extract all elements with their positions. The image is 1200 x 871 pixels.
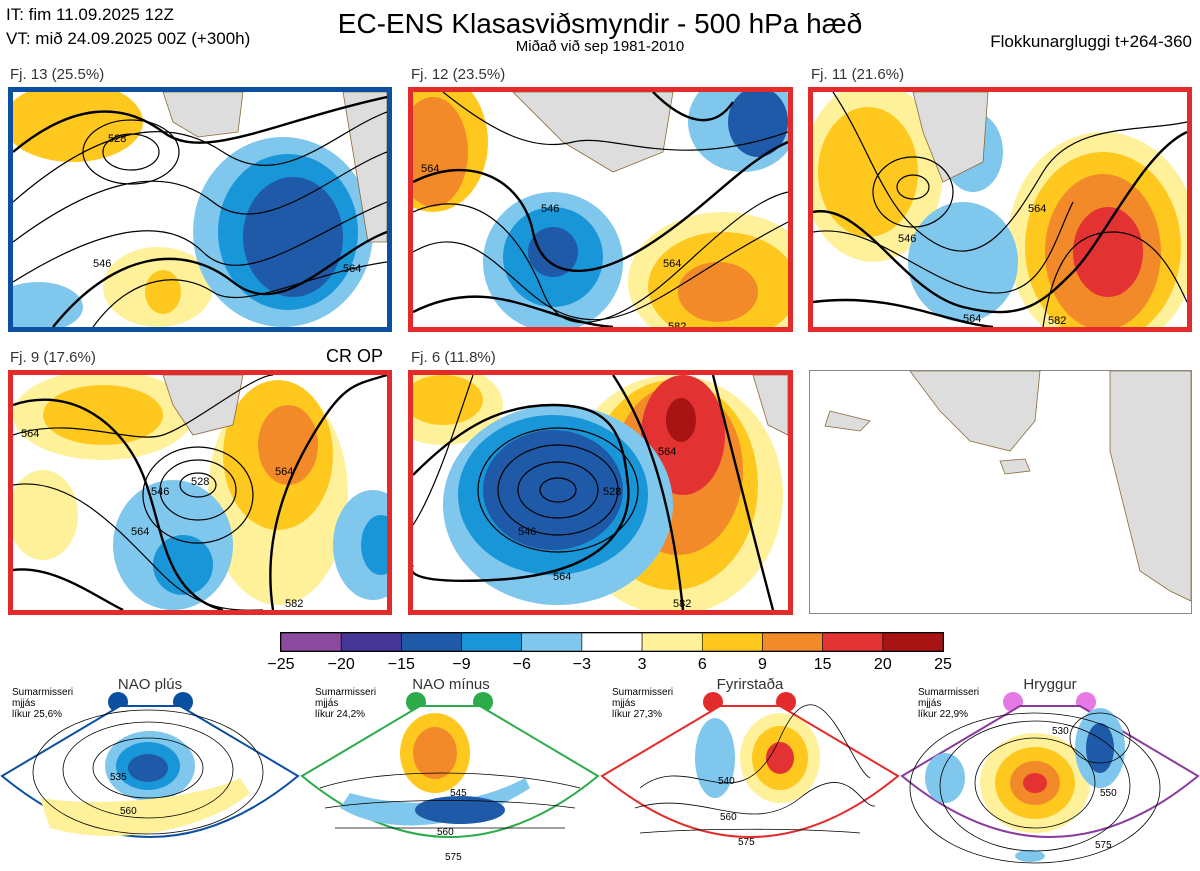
colorbar-tick-label: −6 (512, 656, 531, 673)
colorbar-tick-label: −25 (267, 656, 295, 673)
colorbar (280, 632, 944, 652)
contour-label: 564 (963, 313, 981, 325)
valid-time: VT: mið 24.09.2025 00Z (+300h) (6, 29, 251, 48)
colorbar-tick-label: −20 (327, 656, 355, 673)
contour-label: 582 (285, 598, 303, 610)
contour-label: 540 (718, 776, 735, 787)
contour-label: 560 (437, 827, 454, 838)
colorbar-tick-label: 6 (697, 656, 707, 673)
colorbar-segment (701, 632, 763, 652)
regime-row: Sumarmisseri mjjás líkur 25,6% NAO plús 53… (0, 674, 1200, 871)
contour-label: 575 (445, 852, 462, 863)
regime-map-nao-minus: 545 560 575 (300, 692, 600, 863)
contour-label: 564 (1028, 203, 1046, 215)
contour-label: 546 (898, 233, 916, 245)
colorbar-tick-label: 15 (813, 656, 832, 673)
panel-label: Fj. 11 (21.6%) (811, 66, 905, 83)
contour-label: 530 (1052, 726, 1069, 737)
colorbar-segment (882, 632, 944, 652)
coastline-map (809, 370, 1192, 614)
colorbar-segment (822, 632, 884, 652)
colorbar-segment (762, 632, 823, 652)
cluster-map-12: 546 564 564 582 (408, 87, 793, 332)
panel-label: Fj. 13 (25.5%) (10, 66, 105, 83)
colorbar-segment (340, 632, 402, 652)
contour-label: 564 (663, 258, 681, 270)
cluster-map-13: 528 546 564 (8, 87, 392, 332)
contour-label: 582 (673, 598, 691, 610)
regime-info: Sumarmisseri mjjás líkur 22,9% (918, 687, 980, 720)
colorbar-segment (461, 632, 523, 652)
colorbar-tick-label: 3 (637, 656, 647, 673)
contour-label: 546 (151, 486, 169, 498)
regime-name: Hryggur (1023, 676, 1077, 693)
contour-label: 560 (120, 806, 137, 817)
contour-label: 546 (93, 258, 111, 270)
contour-label: 545 (450, 788, 467, 799)
regime-map-blocking: 540 560 575 (600, 692, 900, 848)
contour-label: 564 (343, 263, 361, 275)
contour-label: 528 (603, 486, 621, 498)
regime-name: Fyrirstaða (716, 676, 784, 693)
init-time: IT: fim 11.09.2025 12Z (6, 5, 174, 24)
contour-label: 582 (668, 321, 686, 327)
panel-label: Fj. 12 (23.5%) (411, 66, 506, 83)
colorbar-tick-label: −15 (387, 656, 415, 673)
regime-info: Sumarmisseri mjjás líkur 24,2% (315, 687, 377, 720)
contour-label: 575 (738, 837, 755, 848)
cluster-map-9: 564 546 528 564 564 582 (8, 370, 392, 615)
colorbar-segment (581, 632, 643, 652)
contour-label: 564 (21, 428, 39, 440)
regime-map-nao-plus: 535 560 (0, 692, 300, 838)
classification-window: Flokkunargluggi t+264-360 (990, 32, 1192, 51)
contour-label: 564 (131, 526, 149, 538)
regime-name: NAO plús (117, 676, 183, 693)
contour-label: 550 (1100, 788, 1117, 799)
panel-label: Fj. 6 (11.8%) (411, 349, 496, 366)
cluster-map-11: 546 564 564 582 (808, 87, 1192, 332)
colorbar-segment (521, 632, 583, 652)
contour-label: 564 (275, 466, 293, 478)
panel-label: Fj. 9 (17.6%) (10, 349, 96, 366)
colorbar-segment (401, 632, 462, 652)
colorbar-tick-label: −9 (452, 656, 471, 673)
colorbar-segment (280, 632, 342, 652)
chart-title: EC-ENS Klasasviðsmyndir - 500 hPa hæð (337, 8, 863, 39)
contour-label: 564 (658, 446, 676, 458)
contour-label: 582 (1048, 315, 1066, 327)
contour-label: 528 (108, 133, 126, 145)
contour-label: 528 (191, 476, 209, 488)
cluster-map-6: 546 528 564 564 582 (408, 370, 793, 615)
contour-label: 564 (421, 163, 439, 175)
chart-subtitle: Miðað við sep 1981-2010 (515, 38, 685, 55)
colorbar-segment (641, 632, 703, 652)
regime-name: NAO mínus (412, 676, 490, 693)
contour-label: 564 (553, 571, 571, 583)
colorbar-tick-label: 20 (873, 656, 892, 673)
contour-label: 575 (1095, 840, 1112, 851)
colorbar-tick-label: 25 (934, 656, 952, 673)
contour-label: 535 (110, 772, 127, 783)
crop-label: CR OP (326, 346, 384, 366)
colorbar-tick-label: 9 (758, 656, 767, 673)
regime-info: Sumarmisseri mjjás líkur 25,6% (12, 687, 74, 720)
colorbar-tick-label: −3 (572, 656, 592, 673)
contour-label: 546 (518, 526, 536, 538)
regime-map-ridge: 530 550 575 (900, 692, 1200, 864)
contour-label: 560 (720, 812, 737, 823)
contour-label: 546 (541, 203, 559, 215)
regime-info: Sumarmisseri mjjás líkur 27,3% (612, 687, 674, 720)
